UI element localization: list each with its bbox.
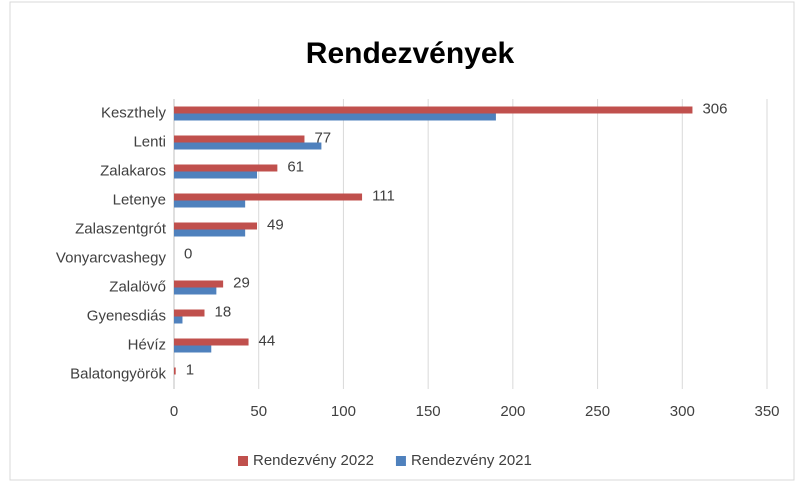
bar [174,193,363,201]
data-label: 306 [702,100,727,117]
bar [174,222,258,230]
bar [174,287,217,295]
data-label: 18 [214,303,231,320]
chart-frame [9,1,795,481]
legend-label: Rendezvény 2022 [253,452,374,469]
chart-title: Rendezvények [306,37,515,70]
legend-swatch [395,456,406,466]
y-tick-label: Zalalövő [109,278,166,295]
bar [174,338,249,346]
x-tick-label: 150 [416,403,441,420]
y-tick-label: Hévíz [128,336,166,353]
x-tick-label: 350 [754,403,779,420]
data-label: 29 [233,274,250,291]
x-tick-label: 250 [585,403,610,420]
legend-label: Rendezvény 2021 [411,452,532,469]
data-label: 77 [314,129,331,146]
bar [174,142,322,150]
data-label: 1 [186,361,194,378]
bar [174,164,278,172]
data-label: 49 [267,216,284,233]
bar [174,200,246,208]
x-tick-label: 100 [331,403,356,420]
y-tick-label: Letenye [113,191,166,208]
bar [174,171,258,179]
bar [174,135,305,143]
y-tick-label: Zalaszentgrót [75,220,167,237]
y-tick-label: Vonyarcvashegy [56,249,167,266]
bar [174,229,246,237]
data-label: 61 [287,158,304,175]
y-tick-label: Keszthely [101,104,167,121]
legend-swatch [238,456,248,466]
bar [174,345,212,353]
data-label: 44 [259,332,276,349]
bar [174,316,183,324]
x-tick-label: 50 [250,403,267,420]
x-tick-label: 200 [500,403,525,420]
y-tick-label: Balatongyörök [70,365,166,382]
data-label: 111 [372,187,395,204]
bar [174,113,496,121]
bar [174,367,176,375]
data-label: 0 [184,245,192,262]
x-tick-label: 300 [670,403,695,420]
bar [174,309,205,317]
bar [174,280,224,288]
y-tick-label: Zalakaros [100,162,166,179]
bar [174,106,693,114]
x-tick-label: 0 [170,403,178,420]
y-tick-label: Gyenesdiás [87,307,166,324]
y-tick-label: Lenti [133,133,166,150]
